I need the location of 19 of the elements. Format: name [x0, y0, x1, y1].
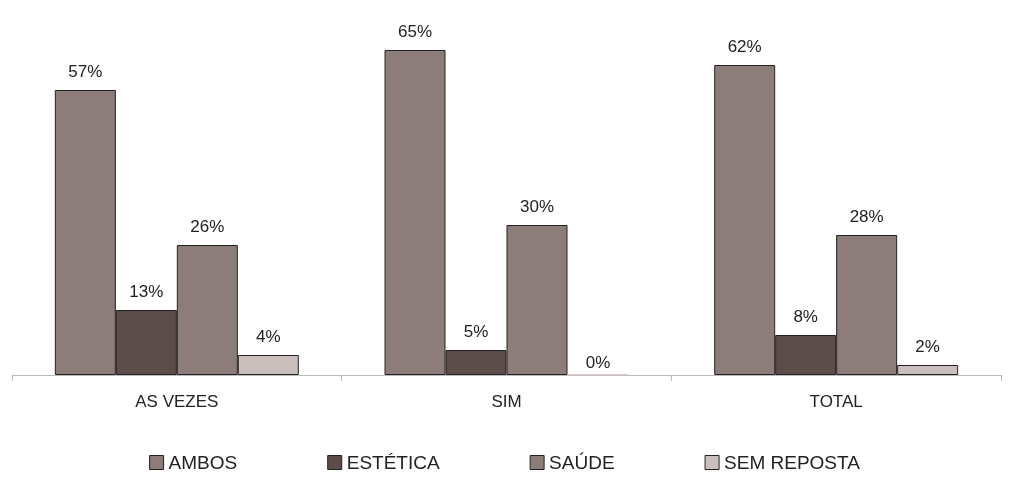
data-label: 8%: [793, 307, 818, 326]
data-label: 26%: [190, 217, 225, 236]
x-tick-label: TOTAL: [809, 392, 863, 411]
data-label: 30%: [519, 197, 555, 216]
data-label: 5%: [463, 322, 489, 341]
data-label: 4%: [256, 327, 281, 346]
x-tick-label: SIM: [491, 392, 522, 411]
data-label: 65%: [398, 22, 433, 41]
data-label: 2%: [915, 337, 940, 356]
legend-label: ESTÉTICA: [346, 452, 440, 473]
data-label: 0%: [585, 352, 611, 372]
data-label: 28%: [849, 207, 884, 226]
data-label: 57%: [68, 62, 103, 81]
legend-label: AMBOS: [168, 452, 238, 473]
legend-label: SEM REPOSTA: [724, 452, 861, 473]
legend-label: SAÚDE: [549, 452, 615, 473]
data-label: 13%: [129, 282, 164, 301]
data-label: 62%: [727, 37, 762, 56]
x-tick-label: AS VEZES: [135, 392, 219, 411]
